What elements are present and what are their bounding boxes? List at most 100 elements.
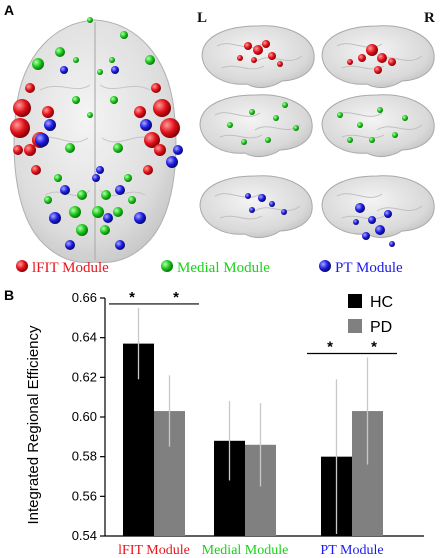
pt-node-lateral	[368, 216, 376, 224]
category-label: PT Module	[320, 543, 383, 558]
medial-node-lateral	[265, 137, 271, 143]
panel-b-letter: B	[4, 287, 14, 303]
significance-group: * * * *	[109, 289, 397, 356]
lfit-legend-marker	[16, 260, 28, 272]
module-legend: lFIT Module Medial Module PT Module	[16, 260, 403, 276]
medial-node-axial	[87, 112, 93, 118]
y-tick-label: 0.62	[72, 369, 97, 384]
medial-node-lateral	[241, 139, 247, 145]
pt-node-axial	[173, 145, 183, 155]
pt-node-lateral	[375, 225, 385, 235]
medial-node-axial	[55, 47, 65, 57]
lfit-node-lateral	[253, 45, 263, 55]
lfit-node-lateral	[388, 58, 396, 66]
brain-surface-view	[321, 175, 435, 239]
medial-node-axial	[32, 58, 44, 70]
lfit-node-lateral	[244, 42, 252, 50]
pt-node-axial	[134, 212, 146, 224]
lfit-node-axial	[144, 132, 160, 148]
lfit-legend-label: lFIT Module	[32, 260, 109, 276]
pt-node-axial	[44, 119, 56, 131]
brain-surface-view	[199, 94, 313, 158]
pt-node-lateral	[389, 241, 395, 247]
pt-node-axial	[115, 185, 125, 195]
lfit-node-axial	[134, 106, 146, 118]
axial-node-group	[10, 17, 183, 250]
hc-legend-swatch	[348, 294, 362, 308]
medial-node-axial	[110, 96, 118, 104]
lfit-node-axial	[24, 144, 36, 156]
y-axis-title: Integrated Regional Efficiency	[25, 325, 42, 525]
lfit-node-lateral	[374, 66, 382, 74]
category-label: lFIT Module	[118, 543, 190, 558]
lfit-node-axial	[25, 83, 35, 93]
pd-legend-swatch	[348, 319, 362, 333]
pt-node-lateral	[353, 219, 359, 225]
medial-node-lateral	[249, 109, 255, 115]
y-axis-ticks: 0.54 0.56 0.58 0.60 0.62 0.64 0.66	[72, 290, 105, 543]
brain-surface-view	[321, 94, 435, 158]
medial-node-axial	[77, 190, 87, 200]
pt-node-axial	[115, 240, 125, 250]
medial-node-axial	[44, 196, 52, 204]
lateral-brain-views	[199, 25, 435, 239]
pt-node-axial	[65, 240, 75, 250]
medial-node-axial	[87, 17, 93, 23]
right-hemisphere-label: R	[424, 10, 435, 26]
medial-node-axial	[128, 196, 136, 204]
y-tick-label: 0.54	[72, 528, 97, 543]
pt-node-axial	[166, 156, 178, 168]
medial-legend-label: Medial Module	[177, 260, 270, 276]
pt-node-axial	[103, 213, 113, 223]
medial-node-lateral	[369, 137, 375, 143]
lfit-node-axial	[160, 118, 180, 138]
y-tick-label: 0.58	[72, 449, 97, 464]
lfit-node-lateral	[237, 55, 243, 61]
medial-node-lateral	[377, 107, 383, 113]
lateral-node-group	[227, 40, 408, 247]
medial-node-lateral	[337, 112, 343, 118]
error-bars-group	[137, 307, 369, 535]
hc-legend-label: HC	[370, 294, 393, 311]
medial-node-axial	[109, 57, 115, 63]
lfit-node-lateral	[358, 54, 366, 62]
left-hemisphere-label: L	[197, 10, 207, 26]
lfit-node-lateral	[251, 57, 257, 63]
medial-node-lateral	[402, 115, 408, 121]
pd-legend-label: PD	[370, 319, 392, 336]
lfit-node-axial	[153, 99, 171, 117]
pt-node-axial	[92, 174, 100, 182]
pt-node-lateral	[249, 207, 255, 213]
pt-node-lateral	[362, 232, 370, 240]
lfit-node-axial	[42, 106, 54, 118]
medial-node-axial	[69, 206, 81, 218]
pt-legend-label: PT Module	[335, 260, 403, 276]
pt-node-lateral	[355, 203, 365, 213]
medial-node-axial	[113, 207, 123, 217]
medial-node-lateral	[293, 125, 299, 131]
lfit-node-lateral	[347, 59, 353, 65]
medial-node-lateral	[227, 122, 233, 128]
pt-node-lateral	[258, 194, 266, 202]
lfit-node-lateral	[366, 44, 378, 56]
pt-node-lateral	[384, 210, 392, 218]
significance-star: *	[173, 289, 179, 306]
medial-node-lateral	[357, 122, 363, 128]
lfit-node-axial	[154, 144, 166, 156]
medial-node-axial	[76, 224, 88, 236]
significance-star: *	[327, 339, 333, 356]
lfit-node-axial	[13, 145, 23, 155]
lfit-node-axial	[10, 118, 30, 138]
medial-node-axial	[92, 206, 104, 218]
significance-star: *	[129, 289, 135, 306]
pt-node-lateral	[281, 209, 287, 215]
lfit-node-axial	[13, 99, 31, 117]
lfit-node-lateral	[268, 52, 276, 60]
medial-node-lateral	[347, 137, 353, 143]
lfit-node-axial	[151, 83, 161, 93]
lfit-node-axial	[143, 165, 153, 175]
pt-node-axial	[96, 166, 104, 174]
medial-node-axial	[113, 143, 123, 153]
y-tick-label: 0.64	[72, 330, 97, 345]
